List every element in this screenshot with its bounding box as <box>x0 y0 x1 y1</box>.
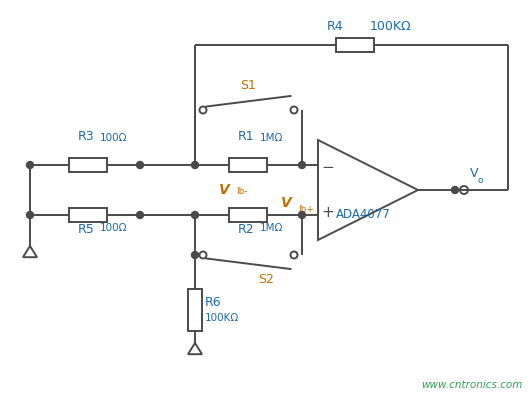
Bar <box>336 38 374 52</box>
Polygon shape <box>318 140 418 240</box>
Circle shape <box>26 162 33 168</box>
Text: −: − <box>322 160 334 175</box>
Circle shape <box>26 211 33 219</box>
Circle shape <box>137 211 144 219</box>
Circle shape <box>191 252 199 258</box>
Text: R4: R4 <box>326 20 343 33</box>
Circle shape <box>137 162 144 168</box>
Bar <box>229 208 267 222</box>
Text: 100KΩ: 100KΩ <box>205 313 239 323</box>
Circle shape <box>298 211 305 219</box>
Text: S2: S2 <box>259 273 275 286</box>
Bar <box>69 208 107 222</box>
Text: Ib-: Ib- <box>236 187 248 196</box>
Text: V: V <box>219 183 230 197</box>
Circle shape <box>191 162 199 168</box>
Text: ADA4077: ADA4077 <box>335 208 391 221</box>
Text: +: + <box>322 205 334 220</box>
Bar <box>69 158 107 172</box>
Text: o: o <box>477 176 482 185</box>
Circle shape <box>298 162 305 168</box>
Circle shape <box>191 211 199 219</box>
Bar <box>229 158 267 172</box>
Circle shape <box>452 187 458 193</box>
Text: V: V <box>281 196 292 210</box>
Text: 1MΩ: 1MΩ <box>260 223 284 233</box>
Text: V: V <box>470 167 479 180</box>
Text: R5: R5 <box>77 223 94 236</box>
Text: R6: R6 <box>205 295 222 308</box>
Text: R3: R3 <box>78 130 94 143</box>
Bar <box>188 289 202 331</box>
Text: 100KΩ: 100KΩ <box>370 20 412 33</box>
Text: Ib+: Ib+ <box>298 205 314 214</box>
Text: 100Ω: 100Ω <box>100 133 128 143</box>
Text: 100Ω: 100Ω <box>100 223 128 233</box>
Text: S1: S1 <box>241 79 257 92</box>
Text: R1: R1 <box>237 130 254 143</box>
Text: www.cntronics.com: www.cntronics.com <box>421 380 522 390</box>
Text: R2: R2 <box>237 223 254 236</box>
Text: 1MΩ: 1MΩ <box>260 133 284 143</box>
